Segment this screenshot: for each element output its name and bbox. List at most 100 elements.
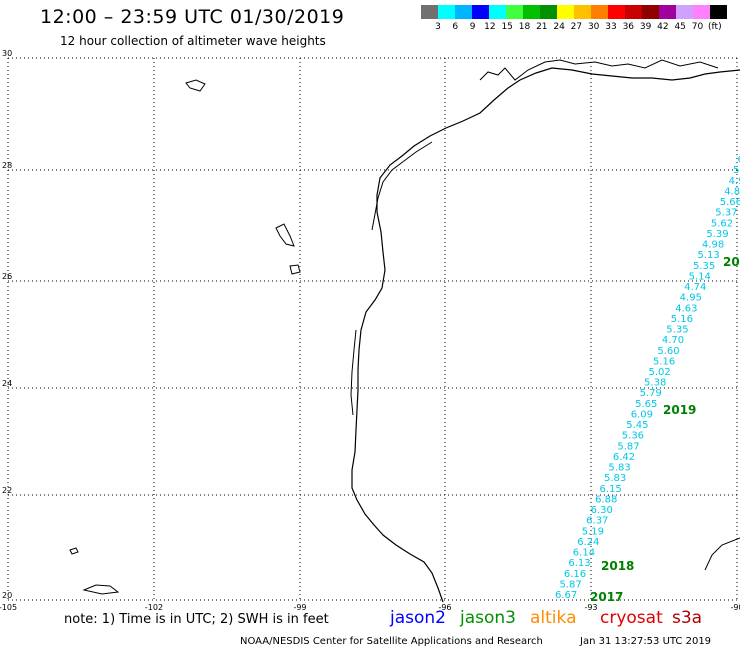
scale-label: 24 (553, 22, 565, 32)
scale-label: 42 (657, 22, 669, 32)
map-subtitle: 12 hour collection of altimeter wave hei… (60, 34, 326, 48)
track-value: 6.37 (586, 516, 608, 527)
track-value: 5.13 (697, 250, 719, 261)
footer-note: note: 1) Time is in UTC; 2) SWH is in fe… (64, 612, 329, 627)
legend-jason3: jason3 (460, 608, 516, 628)
track-value: 4.95 (680, 293, 702, 304)
scale-swatch (489, 5, 506, 19)
map-title: 12:00 – 23:59 UTC 01/30/2019 (40, 6, 345, 28)
gulf-coastline (351, 67, 740, 603)
track-value: 4.81 (724, 186, 740, 197)
lat-lon-grid: 30 28 26 24 22 20 -105 -102 -99 -96 -93 -90 (0, 49, 740, 612)
legend-s3a: s3a (672, 608, 703, 628)
track-year-labels: 2017 2018 2019 20 (590, 255, 740, 604)
mexico-inland-shore (350, 329, 357, 416)
lon-label: -99 (293, 603, 306, 612)
track-value: 5.6 (733, 165, 740, 176)
scale-label: 21 (536, 22, 548, 32)
scale-swatch (472, 5, 489, 19)
scale-swatch (625, 5, 642, 19)
scale-swatch (642, 5, 659, 19)
track-value: 5.19 (582, 526, 604, 537)
inland-lake-2 (275, 223, 295, 247)
scale-swatch (710, 5, 727, 19)
track-value: 5.36 (622, 431, 644, 442)
scale-swatch (438, 5, 455, 19)
track-value: 5.87 (559, 579, 581, 590)
track-value: 6.42 (613, 452, 635, 463)
scale-swatch (591, 5, 608, 19)
track-value: 5.02 (649, 367, 671, 378)
scale-label: 70 (691, 22, 704, 32)
track-value: 6.88 (595, 494, 617, 505)
yucatan-coast (704, 537, 740, 571)
year-label: 20 (723, 255, 740, 269)
scale-label: (ft) (708, 22, 722, 32)
inland-lake-3 (289, 264, 301, 275)
scale-swatch (540, 5, 557, 19)
scale-swatch (523, 5, 540, 19)
barrier-island (371, 141, 433, 231)
satellite-track: 6.675.876.166.136.146.245.196.376.306.88… (555, 155, 740, 601)
scale-swatch (574, 5, 591, 19)
lon-label: -102 (145, 603, 163, 612)
year-label: 2018 (601, 559, 634, 573)
scale-swatch (421, 5, 438, 19)
track-value: 5.60 (657, 346, 679, 357)
scale-label: 3 (435, 22, 441, 32)
track-value: 5.83 (608, 463, 630, 474)
lat-label: 26 (2, 272, 12, 281)
legend-altika: altika (530, 608, 577, 628)
scale-label: 39 (639, 22, 652, 32)
scale-swatch (455, 5, 472, 19)
track-value: 5.62 (711, 218, 733, 229)
track-value: 4.74 (684, 282, 706, 293)
lat-label: 20 (2, 591, 12, 600)
scale-label: 12 (484, 22, 496, 32)
color-scale-labels: 3 6 9 12 15 18 21 24 27 30 33 36 39 42 45 70 (ft) (421, 22, 740, 34)
track-value: 5.65 (635, 399, 657, 410)
track-value: 5.35 (666, 325, 688, 336)
scale-label: 45 (674, 22, 686, 32)
track-value: 5.66 (720, 197, 740, 208)
lon-label: -105 (0, 603, 17, 612)
scale-label: 15 (501, 22, 513, 32)
track-value: 5.16 (671, 314, 693, 325)
track-value: 4.98 (702, 240, 724, 251)
lat-label: 30 (2, 49, 12, 58)
lat-label: 28 (2, 161, 12, 170)
lat-label: 22 (2, 486, 12, 495)
track-value: 5.38 (644, 378, 666, 389)
track-value: 5.14 (689, 271, 711, 282)
track-value: 6.24 (577, 537, 599, 548)
color-scale (421, 5, 727, 19)
track-value: 5.79 (640, 388, 662, 399)
track-value: 6. (738, 155, 740, 166)
scale-swatch (557, 5, 574, 19)
track-value: 6.67 (555, 590, 577, 601)
legend-cryosat: cryosat (600, 608, 663, 628)
lon-label: -93 (584, 603, 597, 612)
track-value: 5.87 (617, 441, 639, 452)
track-value: 5.39 (706, 229, 728, 240)
track-value: 4.70 (662, 335, 684, 346)
scale-swatch (659, 5, 676, 19)
scale-swatch (506, 5, 523, 19)
scale-swatch (608, 5, 625, 19)
track-value: 5.45 (626, 420, 648, 431)
track-value: 6.30 (591, 505, 613, 516)
lake-near-coast (185, 79, 206, 92)
year-label: 2019 (663, 403, 696, 417)
scale-label: 6 (452, 22, 459, 32)
small-island (82, 584, 120, 595)
scale-swatch (693, 5, 710, 19)
sabine-bay (479, 59, 719, 81)
track-value: 4.99 (729, 176, 740, 187)
scale-label: 36 (622, 22, 635, 32)
scale-label: 18 (518, 22, 531, 32)
track-value: 6.15 (600, 484, 622, 495)
lon-label: -90 (730, 603, 740, 612)
track-value: 6.16 (564, 569, 586, 580)
track-value: 4.63 (675, 303, 697, 314)
